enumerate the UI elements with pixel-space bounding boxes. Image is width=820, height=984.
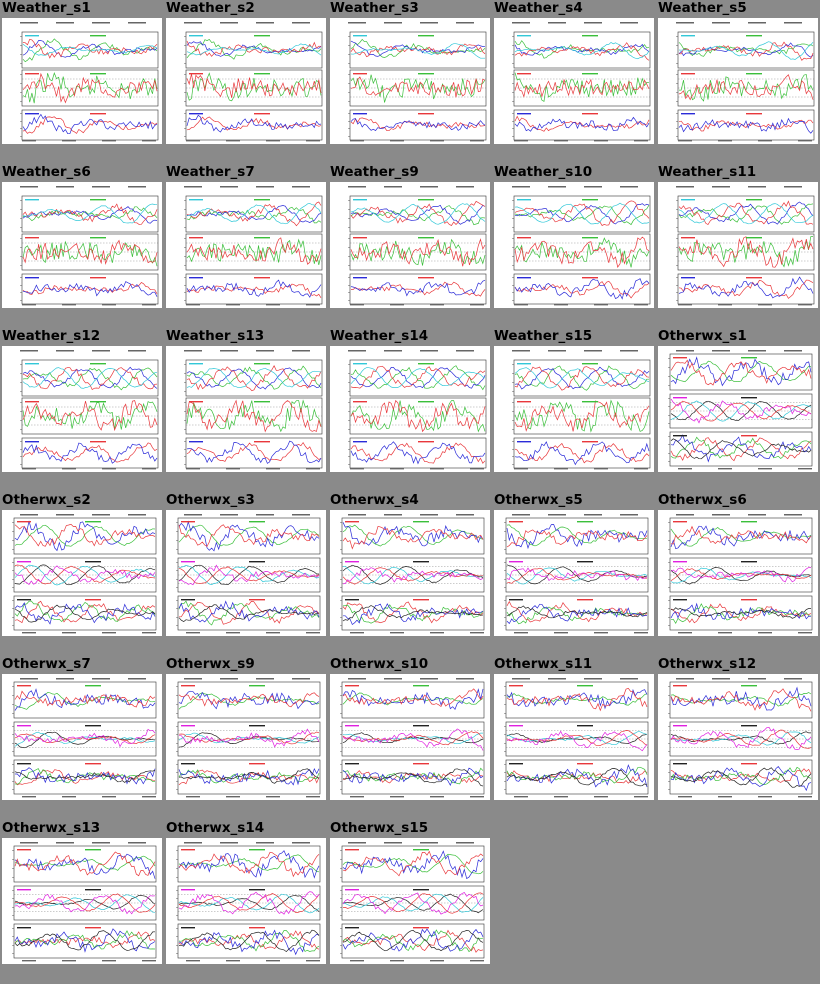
thumbnail-image[interactable] xyxy=(658,510,818,636)
thumbnail-title: Weather_s2 xyxy=(166,0,255,16)
thumbnail-image[interactable] xyxy=(658,346,818,472)
thumbnail-title: Otherwx_s2 xyxy=(2,492,91,508)
thumbnail-image[interactable] xyxy=(494,674,654,800)
thumbnail-image[interactable] xyxy=(166,510,326,636)
thumbnail-title: Otherwx_s10 xyxy=(330,656,429,672)
thumbnail-image[interactable] xyxy=(330,838,490,964)
thumbnail-image[interactable] xyxy=(494,346,654,472)
thumbnail-image[interactable] xyxy=(330,182,490,308)
thumbnail-title: Otherwx_s14 xyxy=(166,820,265,836)
thumbnail-image[interactable] xyxy=(166,18,326,144)
thumbnail-title: Otherwx_s11 xyxy=(494,656,593,672)
thumbnail-image[interactable] xyxy=(2,838,162,964)
thumbnail-image[interactable] xyxy=(494,182,654,308)
thumbnail-image[interactable] xyxy=(166,346,326,472)
thumbnail-title: Weather_s14 xyxy=(330,328,429,344)
thumbnail-image[interactable] xyxy=(658,674,818,800)
thumbnail-title: Weather_s9 xyxy=(330,164,419,180)
thumbnail-image[interactable] xyxy=(330,18,490,144)
thumbnail-image[interactable] xyxy=(658,18,818,144)
thumbnail-title: Weather_s15 xyxy=(494,328,593,344)
thumbnail-image[interactable] xyxy=(2,346,162,472)
thumbnail-image[interactable] xyxy=(166,674,326,800)
thumbnail-image[interactable] xyxy=(658,182,818,308)
thumbnail-image[interactable] xyxy=(330,346,490,472)
thumbnail-title: Otherwx_s12 xyxy=(658,656,757,672)
thumbnail-title: Otherwx_s7 xyxy=(2,656,91,672)
thumbnail-title: Weather_s5 xyxy=(658,0,747,16)
thumbnail-image[interactable] xyxy=(2,182,162,308)
thumbnail-title: Otherwx_s4 xyxy=(330,492,419,508)
thumbnail-title: Weather_s7 xyxy=(166,164,255,180)
thumbnail-image[interactable] xyxy=(2,18,162,144)
thumbnail-title: Otherwx_s1 xyxy=(658,328,747,344)
thumbnail-image[interactable] xyxy=(166,182,326,308)
thumbnail-title: Weather_s12 xyxy=(2,328,101,344)
thumbnail-image[interactable] xyxy=(494,18,654,144)
thumbnail-image[interactable] xyxy=(2,510,162,636)
thumbnail-title: Weather_s6 xyxy=(2,164,91,180)
thumbnail-title: Weather_s10 xyxy=(494,164,593,180)
thumbnail-image[interactable] xyxy=(166,838,326,964)
thumbnail-title: Otherwx_s6 xyxy=(658,492,747,508)
thumbnail-title: Otherwx_s9 xyxy=(166,656,255,672)
thumbnail-title: Weather_s4 xyxy=(494,0,583,16)
thumbnail-title: Otherwx_s15 xyxy=(330,820,429,836)
thumbnail-title: Weather_s11 xyxy=(658,164,757,180)
thumbnail-title: Weather_s1 xyxy=(2,0,91,16)
thumbnail-title: Otherwx_s3 xyxy=(166,492,255,508)
thumbnail-title: Otherwx_s13 xyxy=(2,820,101,836)
thumbnail-title: Weather_s3 xyxy=(330,0,419,16)
thumbnail-image[interactable] xyxy=(330,510,490,636)
thumbnail-title: Weather_s13 xyxy=(166,328,265,344)
thumbnail-title: Otherwx_s5 xyxy=(494,492,583,508)
thumbnail-image[interactable] xyxy=(2,674,162,800)
thumbnail-image[interactable] xyxy=(494,510,654,636)
thumbnail-image[interactable] xyxy=(330,674,490,800)
